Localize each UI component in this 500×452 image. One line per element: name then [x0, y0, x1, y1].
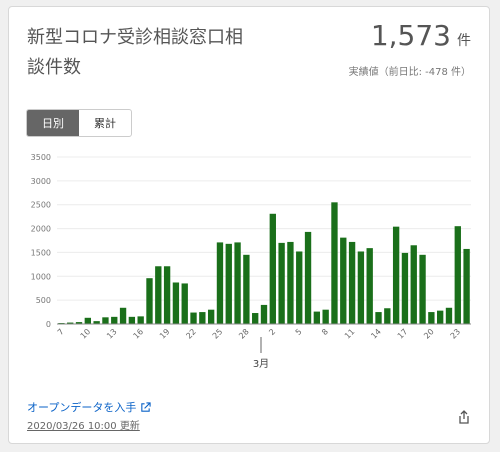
x-tick-label: 10: [79, 327, 93, 341]
x-tick-label: 2: [267, 327, 277, 337]
y-tick-label: 1500: [31, 248, 51, 257]
bar: [172, 282, 180, 324]
share-icon[interactable]: [456, 409, 472, 425]
bar: [163, 266, 171, 324]
bar: [128, 316, 136, 324]
bar: [340, 237, 347, 324]
bar: [137, 316, 144, 324]
bar: [93, 321, 100, 324]
bar: [216, 242, 224, 324]
view-toggle[interactable]: 日別 累計: [26, 109, 132, 137]
bar: [419, 254, 426, 324]
stat-card: 新型コロナ受診相談窓口相談件数 1,573 件 実績値（前日比: -478 件） …: [8, 6, 490, 444]
bar: [119, 307, 127, 324]
bar: [269, 213, 276, 324]
y-tick-label: 2500: [31, 201, 51, 210]
x-tick-label: 11: [343, 327, 357, 341]
x-tick-label: 25: [211, 327, 225, 341]
x-tick-label: 5: [294, 327, 304, 337]
bar: [357, 251, 365, 324]
bar: [428, 312, 435, 324]
total-value: 1,573 件: [371, 19, 471, 52]
bar: [75, 322, 83, 324]
x-tick-label: 7: [56, 327, 66, 337]
y-tick-label: 3500: [31, 153, 51, 162]
open-data-label[interactable]: オープンデータを入手: [27, 401, 137, 414]
bar: [401, 252, 409, 324]
x-tick-label: 17: [396, 327, 410, 341]
bar: [436, 310, 444, 324]
bar: [234, 242, 241, 324]
y-tick-label: 1000: [31, 272, 51, 281]
y-tick-label: 2000: [31, 225, 51, 234]
bar: [146, 278, 153, 324]
bar: [67, 322, 74, 324]
x-tick-label: 13: [105, 327, 119, 341]
bar: [207, 309, 215, 324]
bar: [410, 245, 417, 324]
x-tick-label: 28: [237, 327, 251, 341]
bar: [454, 226, 461, 324]
bar: [392, 226, 400, 324]
y-tick-label: 500: [36, 296, 51, 305]
x-tick-label: 23: [449, 327, 463, 341]
bar: [313, 311, 321, 324]
bar: [181, 283, 188, 324]
x-tick-label: 22: [184, 327, 198, 341]
bar: [384, 308, 391, 324]
x-tick-label: 19: [158, 327, 172, 341]
external-link-icon: [141, 401, 151, 412]
total-unit: 件: [457, 33, 471, 49]
bar: [445, 307, 453, 324]
x-tick-label: 16: [132, 327, 146, 341]
total-number: 1,573: [370, 19, 451, 52]
y-tick-label: 0: [46, 320, 51, 329]
toggle-cumulative[interactable]: 累計: [94, 117, 116, 130]
bar: [102, 317, 109, 324]
bar: [278, 242, 285, 324]
bar: [155, 266, 162, 324]
bar: [260, 304, 268, 324]
bar: [348, 241, 356, 324]
toggle-daily[interactable]: 日別: [27, 110, 79, 136]
daily-change: 実績値（前日比: -478 件）: [348, 67, 471, 78]
bar: [366, 248, 373, 324]
x-tick-label: 14: [369, 327, 383, 341]
bar: [243, 254, 250, 324]
bar: [322, 309, 329, 324]
y-tick-label: 3000: [31, 177, 51, 186]
x-tick-label: 20: [422, 327, 436, 341]
x-tick-label: 8: [320, 327, 330, 337]
bar: [225, 243, 232, 324]
bar: [304, 231, 312, 324]
bar: [190, 312, 197, 324]
bar: [199, 312, 206, 324]
bar: [84, 317, 92, 324]
open-data-link[interactable]: オープンデータを入手: [27, 399, 151, 415]
month-label: 3月: [253, 358, 269, 370]
bar: [111, 316, 118, 324]
bar: [375, 312, 382, 324]
card-title: 新型コロナ受診相談窓口相談件数: [27, 27, 243, 78]
bar: [252, 313, 259, 324]
last-updated: 2020/03/26 10:00 更新: [27, 421, 140, 432]
bar: [287, 241, 294, 324]
bar: [296, 251, 303, 324]
bar: [463, 248, 470, 324]
bar: [331, 202, 338, 324]
